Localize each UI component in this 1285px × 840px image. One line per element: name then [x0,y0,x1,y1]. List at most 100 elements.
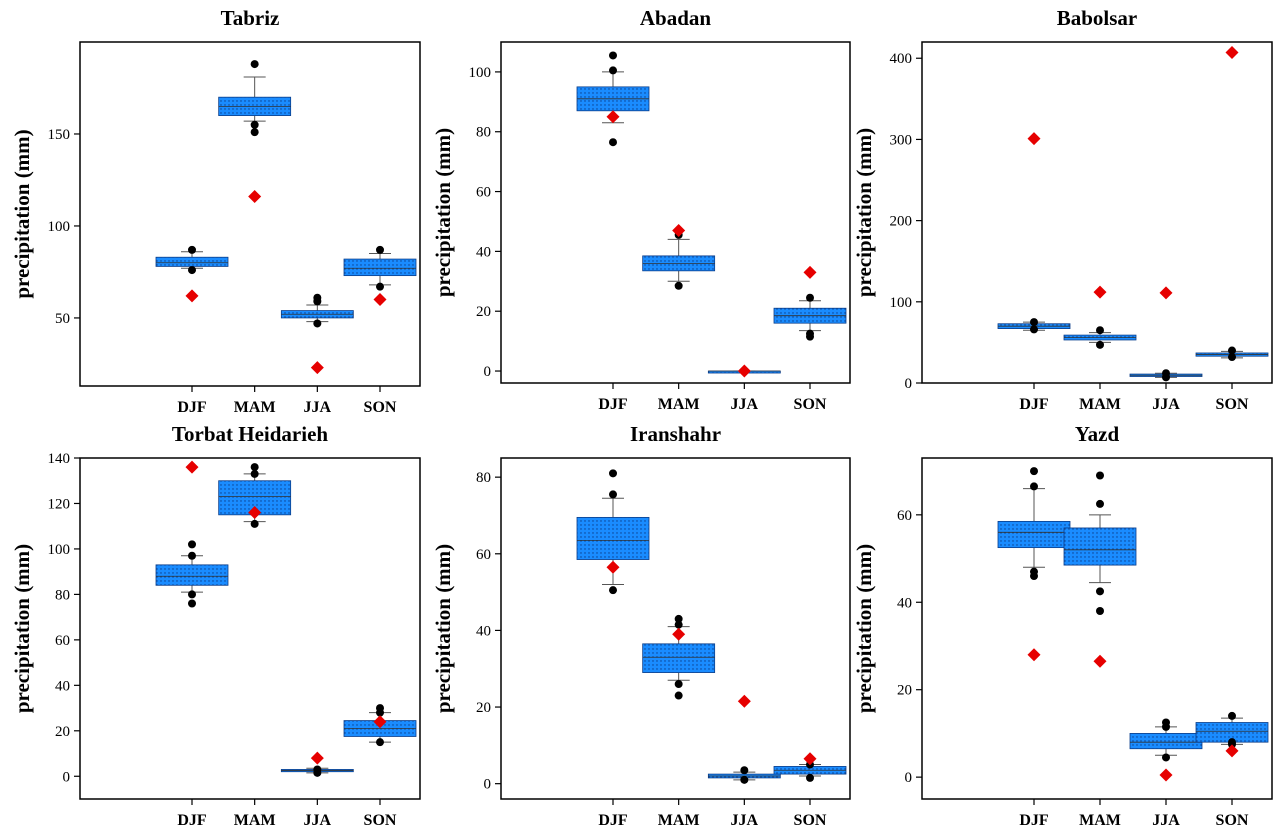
outlier-point [674,691,683,700]
outlier-point [1096,607,1104,616]
observed-marker [1093,285,1107,299]
box-mam [642,643,716,673]
outlier-point [376,282,384,291]
outlier-point [1030,572,1038,581]
outlier-point [674,614,683,623]
y-tick-label: 0 [905,376,913,392]
box-djf [576,516,650,560]
x-tick-label: DJF [598,812,628,829]
outlier-point [806,773,814,782]
outlier-point [609,51,617,60]
y-tick-label: 20 [476,700,491,716]
x-tick-label: MAM [234,399,276,416]
chart-title: Babolsar [1057,6,1138,30]
outlier-point [250,463,259,472]
x-tick-label: SON [364,399,397,416]
observed-marker [185,289,199,303]
observed-marker [248,506,262,520]
x-tick-label: SON [794,396,827,413]
outlier-point [609,469,617,478]
y-tick-label: 60 [897,508,912,524]
outlier-point [250,60,259,69]
outlier-point [250,120,259,129]
observed-marker [373,715,387,729]
panel-4: Iranshahr precipitation (mm) 0 20 40 60 80 DJF M… [431,422,851,829]
observed-marker [803,752,817,766]
observed-marker [310,361,324,375]
outlier-point [376,738,384,747]
outlier-point [1228,353,1236,362]
panel-2: Babolsar precipitation (mm) 0 100 200 300 400 D… [852,6,1273,413]
outlier-point [674,620,683,629]
observed-marker [185,460,199,474]
y-tick-label: 20 [55,724,70,740]
observed-marker [672,627,686,641]
observed-marker [248,190,262,204]
chart-title: Yazd [1075,422,1120,446]
plot-frame [500,457,851,800]
x-tick-label: JJA [304,399,332,416]
y-tick-label: 20 [476,304,491,320]
outlier-point [1228,711,1236,720]
y-tick-label: 120 [48,496,71,512]
observed-marker [373,293,387,307]
y-tick-label: 60 [55,633,70,649]
observed-marker [1027,132,1041,146]
outlier-point [313,297,322,306]
x-tick-label: SON [794,812,827,829]
outlier-point [740,775,749,784]
observed-marker [737,694,751,708]
y-axis-label: precipitation (mm) [10,544,34,713]
y-tick-label: 150 [48,127,71,143]
outlier-point [740,766,749,775]
observed-marker [1027,648,1041,662]
y-tick-label: 200 [890,214,913,230]
y-tick-label: 100 [48,219,71,235]
outlier-point [1030,318,1038,327]
x-tick-label: JJA [304,812,332,829]
outlier-point [376,245,384,254]
chart-title: Tabriz [221,6,280,30]
outlier-point [609,66,617,75]
outlier-point [1096,587,1104,596]
y-tick-label: 0 [484,777,492,793]
y-tick-label: 100 [48,542,71,558]
outlier-point [806,332,814,341]
outlier-point [1096,326,1104,335]
outlier-point [806,293,814,302]
outlier-point [313,768,322,777]
y-axis-label: precipitation (mm) [431,128,455,297]
observed-marker [672,223,686,237]
plot-frame [500,41,851,384]
x-tick-label: MAM [658,396,700,413]
outlier-point [250,519,259,528]
y-tick-label: 40 [55,678,70,694]
y-axis-label: precipitation (mm) [852,128,876,297]
y-tick-label: 0 [905,770,913,786]
y-axis-label: precipitation (mm) [10,129,34,298]
outlier-point [1162,753,1170,762]
x-tick-label: DJF [598,396,628,413]
plot-frame [79,457,421,800]
y-tick-label: 50 [55,311,70,327]
y-tick-label: 140 [48,451,71,467]
outlier-point [1228,740,1236,749]
outlier-point [188,245,196,254]
outlier-point [1096,471,1104,480]
box-son [343,258,417,277]
y-tick-label: 80 [476,125,491,141]
observed-marker [737,364,751,378]
observed-marker [606,560,620,574]
x-tick-label: DJF [177,399,207,416]
y-tick-label: 300 [890,132,913,148]
plot-frame [921,457,1273,800]
x-tick-label: SON [1216,812,1249,829]
x-tick-label: MAM [1079,396,1121,413]
box-djf [155,256,229,267]
outlier-point [1162,373,1170,382]
outlier-point [1030,325,1038,334]
panel-3: Torbat Heidarieh precipitation (mm) 0 20 40 6… [10,422,421,829]
outlier-point [188,590,196,599]
